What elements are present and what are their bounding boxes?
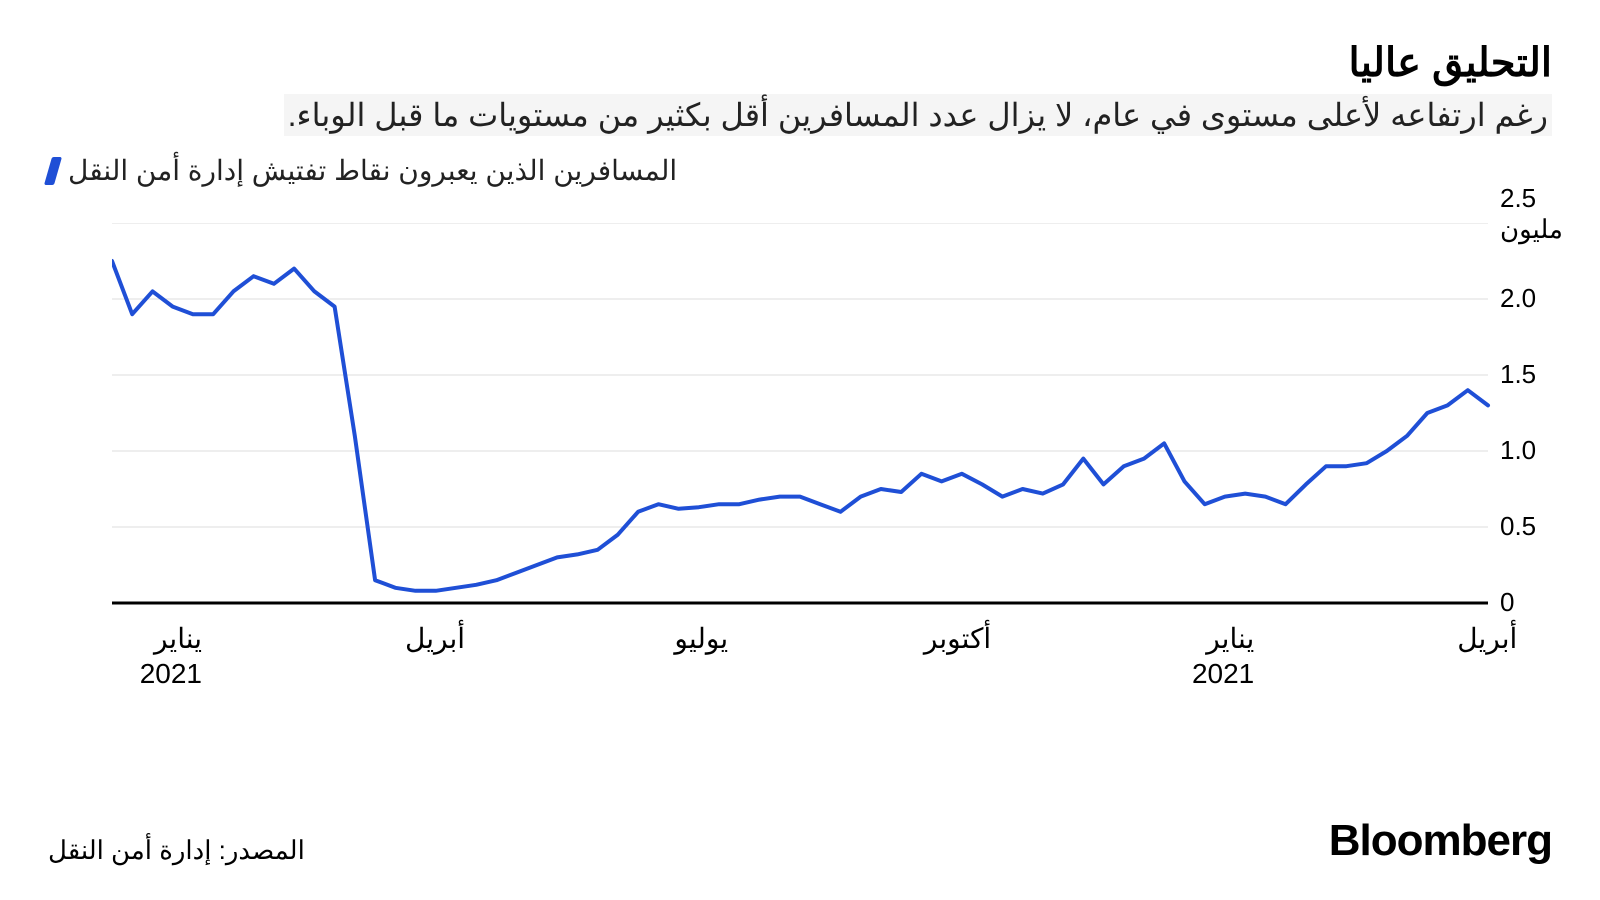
chart-title: التحليق عاليا bbox=[48, 40, 1552, 86]
x-tick-label: يوليو bbox=[638, 621, 728, 656]
chart-container: التحليق عاليا رغم ارتفاعه لأعلى مستوى في… bbox=[0, 0, 1600, 900]
y-tick-label: 1.0 bbox=[1500, 435, 1536, 466]
x-tick-label: أكتوبر bbox=[901, 621, 991, 656]
y-tick-label: 0.5 bbox=[1500, 511, 1536, 542]
legend-swatch bbox=[44, 157, 62, 185]
y-tick-label: 1.5 bbox=[1500, 359, 1536, 390]
footer: Bloomberg المصدر: إدارة أمن النقل bbox=[48, 816, 1552, 866]
x-tick-label: يناير 2021 bbox=[1164, 621, 1254, 691]
source-label: المصدر: إدارة أمن النقل bbox=[48, 835, 305, 866]
y-tick-label: 0 bbox=[1500, 587, 1514, 618]
x-tick-label: يناير 2021 bbox=[112, 621, 202, 691]
chart-svg bbox=[112, 223, 1552, 609]
chart-subtitle: رغم ارتفاعه لأعلى مستوى في عام، لا يزال … bbox=[284, 94, 1552, 136]
x-tick-label: أبريل bbox=[375, 621, 465, 656]
y-tick-label: 2.5 مليون bbox=[1500, 183, 1563, 245]
plot: 00.51.01.52.02.5 مليونيناير 2021أبريليول… bbox=[112, 223, 1552, 713]
legend: المسافرين الذين يعبرون نقاط تفتيش إدارة … bbox=[48, 154, 1552, 187]
x-tick-label: أبريل bbox=[1427, 621, 1517, 656]
legend-label: المسافرين الذين يعبرون نقاط تفتيش إدارة … bbox=[68, 154, 677, 187]
brand-logo: Bloomberg bbox=[1329, 816, 1552, 866]
chart-area: 00.51.01.52.02.5 مليونيناير 2021أبريليول… bbox=[48, 223, 1552, 713]
y-tick-label: 2.0 bbox=[1500, 283, 1536, 314]
series-line bbox=[112, 261, 1488, 591]
